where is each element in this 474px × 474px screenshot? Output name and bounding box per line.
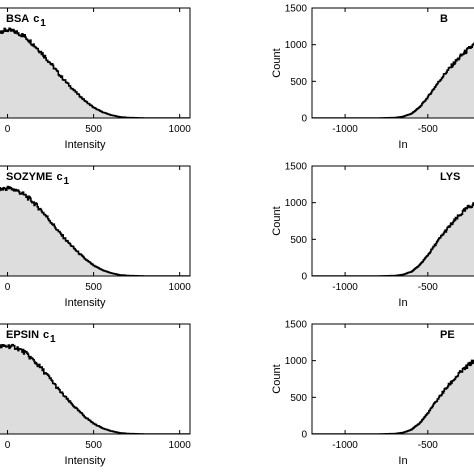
x-tick-label: 500 — [85, 282, 102, 293]
y-tick-label: 1500 — [285, 320, 308, 331]
y-tick-label: 1000 — [285, 198, 308, 209]
axes-box — [311, 7, 474, 119]
y-axis-label: Count — [271, 206, 283, 235]
y-tick-label: 1000 — [285, 40, 308, 51]
y-tick-label: 500 — [290, 77, 307, 88]
histogram-fill — [0, 28, 190, 118]
x-tick-label: -1000 — [332, 440, 358, 451]
panel-title-subscript: 1 — [63, 176, 69, 187]
x-tick-label: -500 — [418, 282, 438, 293]
panel-title-var: c — [56, 171, 62, 183]
axes-box — [0, 323, 191, 435]
panel-title-var: c — [33, 13, 39, 25]
y-axis-label: Count — [271, 48, 283, 77]
y-tick-label: 1000 — [285, 356, 308, 367]
histogram-fill — [312, 203, 474, 276]
panel-title-subscript: 1 — [40, 18, 46, 29]
histogram-outline — [312, 202, 474, 276]
x-axis-label: Intensity — [65, 139, 106, 151]
x-axis-label: Intensity — [65, 297, 106, 309]
x-tick-label: 500 — [85, 440, 102, 451]
histogram-fill — [0, 186, 190, 276]
x-tick-label: -1000 — [332, 124, 358, 135]
x-tick-label: -500 — [418, 440, 438, 451]
x-tick-label: 500 — [85, 124, 102, 135]
panel-left-3: 0 500 1000 Intensity EPSIN c 1 — [0, 323, 192, 467]
x-tick-label: 0 — [5, 124, 11, 135]
x-tick-label: 0 — [5, 440, 11, 451]
panel-right-3: -1000 -500 0 500 1000 1500 In Count PE — [271, 320, 474, 467]
panel-right-2: -1000 -500 0 500 1000 1500 In Count LYS — [271, 162, 474, 309]
x-tick-label: 1000 — [169, 440, 192, 451]
x-axis-label: Intensity — [65, 455, 106, 467]
panel-title: B — [440, 13, 448, 25]
y-tick-label: 0 — [301, 272, 307, 283]
plot-area — [312, 202, 474, 276]
x-tick-label: 1000 — [169, 124, 192, 135]
x-axis-label: In — [398, 139, 407, 151]
y-tick-label: 500 — [290, 393, 307, 404]
panel-title: LYS — [440, 171, 460, 183]
axes-box — [0, 165, 191, 277]
histogram-fill — [0, 344, 190, 434]
x-tick-label: -500 — [418, 124, 438, 135]
panel-title: PE — [440, 329, 455, 341]
panel-title-subscript: 1 — [50, 334, 56, 345]
panel-left-2: 0 500 1000 Intensity SOZYME c 1 — [0, 165, 192, 309]
x-axis-label: In — [398, 297, 407, 309]
axes-box — [0, 7, 191, 119]
plot-area — [0, 27, 190, 118]
plot-area — [0, 185, 190, 276]
histogram-outline — [312, 359, 474, 434]
y-tick-label: 0 — [301, 114, 307, 125]
x-axis-label: In — [398, 455, 407, 467]
panel-title-var: c — [43, 329, 49, 341]
panel-title: SOZYME — [6, 171, 52, 183]
plot-area — [312, 359, 474, 434]
panel-right-1: -1000 -500 0 500 1000 1500 In Count B — [271, 4, 474, 151]
histogram-fill — [312, 44, 474, 118]
y-tick-label: 0 — [301, 430, 307, 441]
histogram-fill — [312, 360, 474, 434]
plot-area — [0, 343, 190, 434]
x-tick-label: -1000 — [332, 282, 358, 293]
axes-box — [311, 323, 474, 435]
x-tick-label: 0 — [5, 282, 11, 293]
histogram-outline — [312, 42, 474, 118]
x-tick-label: 1000 — [169, 282, 192, 293]
y-tick-label: 500 — [290, 235, 307, 246]
plot-area — [312, 42, 474, 118]
y-axis-label: Count — [271, 364, 283, 393]
y-tick-label: 1500 — [285, 4, 308, 15]
panel-left-1: 0 500 1000 Intensity BSA c 1 — [0, 7, 192, 151]
panel-title: EPSIN — [6, 329, 39, 341]
axes-box — [311, 165, 474, 277]
y-tick-label: 1500 — [285, 162, 308, 173]
panel-title: BSA — [6, 13, 29, 25]
